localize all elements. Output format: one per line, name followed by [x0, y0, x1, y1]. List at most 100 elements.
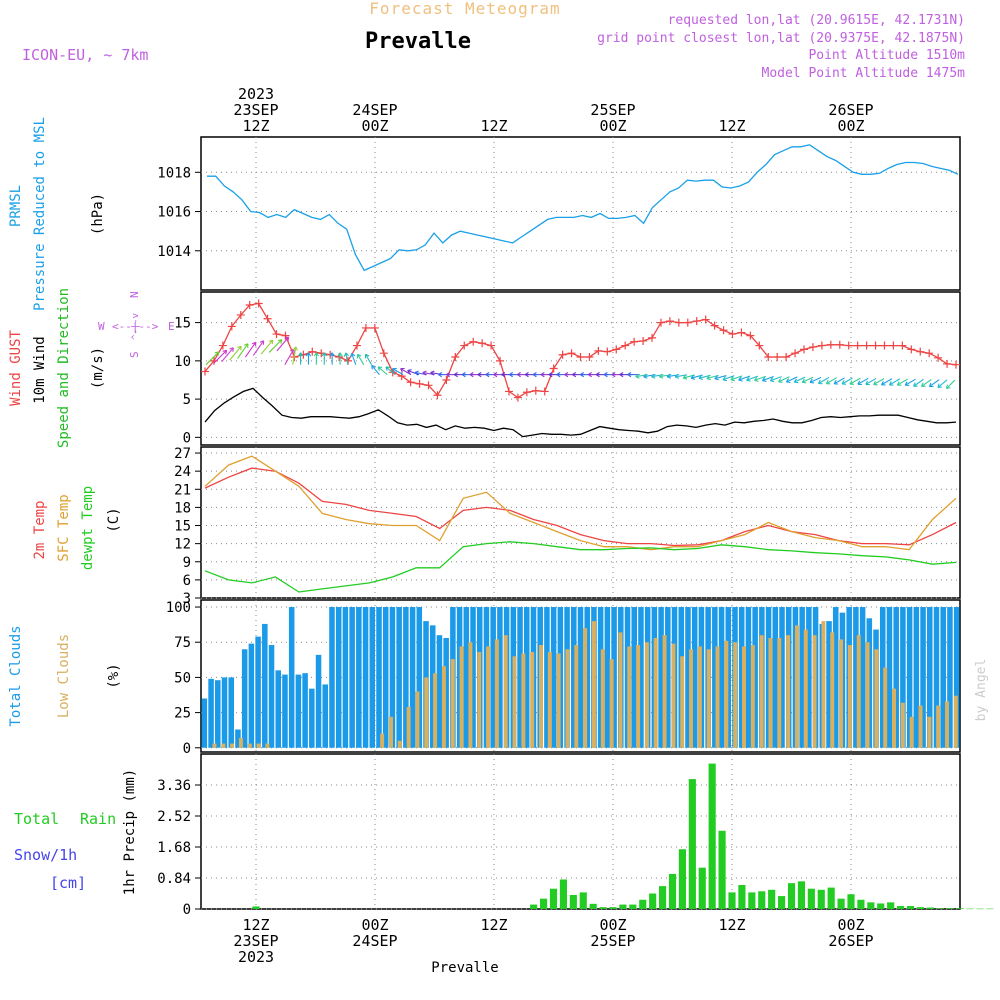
low-cloud-bar: [212, 743, 217, 748]
precip-ylabel: 1hr Precip (mm): [122, 769, 138, 895]
total-cloud-bar: [953, 607, 960, 748]
wind-direction-arrowhead: [469, 372, 474, 378]
total-cloud-bar: [859, 607, 866, 748]
gust-marker: [433, 391, 442, 400]
low-cloud-bar: [450, 659, 455, 748]
gust-marker: [308, 347, 317, 356]
wind-direction-arrowhead: [896, 381, 902, 386]
gust-marker: [871, 341, 880, 350]
low-cloud-bar: [468, 642, 473, 748]
low-cloud-bar: [883, 667, 888, 748]
temp2m-label: 2m Temp: [32, 500, 48, 559]
wind-direction-arrowhead: [738, 376, 743, 382]
total-cloud-bar: [772, 607, 779, 748]
total-cloud-bar: [403, 607, 409, 748]
wind-direction-arrowhead: [564, 372, 569, 378]
gust-marker: [603, 347, 612, 356]
low-cloud-bar: [565, 649, 570, 748]
gust-marker: [504, 387, 513, 396]
wind-tick-label: 5: [183, 392, 191, 408]
precip-rain-label: Rain: [80, 810, 116, 828]
pressure-ylabel: (hPa): [90, 193, 106, 235]
wind-direction-arrowhead: [841, 380, 847, 385]
wind-direction-arrowhead: [540, 372, 545, 378]
wind-direction-arrowhead: [548, 372, 553, 378]
low-cloud-bar: [636, 645, 641, 748]
gust-marker: [201, 367, 209, 376]
precip-bar: [678, 849, 686, 909]
precip-bar: [847, 894, 855, 909]
precip-bar: [986, 908, 994, 910]
gust-marker: [236, 310, 245, 319]
wind-direction-arrowhead: [337, 352, 343, 357]
wind-direction-arrow: [770, 376, 782, 382]
temperature-tick-label: 9: [183, 555, 191, 571]
wind-direction-arrow: [809, 376, 822, 383]
gust-marker: [245, 301, 254, 310]
credit-watermark: by Angel: [974, 659, 989, 722]
gust-marker: [692, 317, 701, 326]
total-cloud-bar: [416, 607, 423, 748]
low-cloud-bar: [644, 642, 649, 748]
low-cloud-bar: [909, 716, 914, 748]
gust-marker: [630, 337, 639, 346]
wind-direction-arrowhead: [651, 373, 656, 379]
pressure-tick-label: 1016: [157, 205, 191, 221]
total-cloud-bar: [832, 607, 839, 748]
temperature-tick-label: 27: [174, 446, 191, 462]
gust-marker: [943, 359, 952, 368]
total-cloud-bar: [920, 607, 926, 748]
low-cloud-bar: [503, 635, 508, 748]
wind-direction-arrowhead: [422, 370, 427, 376]
gust-marker: [800, 345, 809, 354]
bottom-time-label: 23SEP: [233, 932, 278, 950]
low-cloud-bar: [521, 653, 526, 748]
precip-bar: [569, 894, 577, 909]
point-altitude: Point Altitude 1510m: [808, 48, 965, 63]
bottom-time-label: 00Z: [361, 916, 388, 934]
precip-bar: [976, 908, 984, 910]
wind-direction-arrow: [937, 379, 948, 388]
gust-marker: [817, 341, 826, 350]
wind-panel: [200, 291, 961, 446]
low-cloud-bar: [715, 646, 720, 748]
precip-bar: [688, 779, 696, 909]
low-cloud-bar: [574, 645, 579, 748]
total-cloud-bar: [436, 635, 443, 748]
wind-direction-arrowhead: [888, 381, 894, 386]
gust-marker: [379, 349, 388, 358]
compass-n: N: [128, 291, 141, 298]
temperature-tick-label: 15: [174, 519, 191, 535]
low-cloud-bar: [591, 621, 596, 748]
low-cloud-bar: [733, 642, 738, 748]
wind-direction-arrowhead: [881, 380, 886, 386]
low-cloud-bar: [388, 716, 393, 748]
pressure-label-prmsl: PRMSL: [8, 185, 24, 227]
wind-direction-arrowhead: [477, 372, 482, 378]
wind-speed-line: [204, 387, 957, 438]
wind-direction-arrow: [268, 339, 283, 353]
wind-direction-arrowhead: [761, 377, 767, 382]
wind-direction-arrowhead: [350, 352, 356, 358]
wind-direction-arrowhead: [674, 373, 680, 379]
gust-marker: [585, 353, 594, 362]
gust-marker: [460, 341, 469, 350]
low-cloud-bar: [777, 638, 782, 748]
wind-direction-arrowhead: [682, 374, 688, 380]
precip-tick-label: 3.36: [157, 778, 191, 794]
gust-marker: [594, 346, 603, 355]
wind-direction-arrowhead: [706, 375, 711, 381]
precip-bar: [906, 906, 915, 909]
temp-ylabel: (C): [106, 507, 122, 532]
gust-marker: [469, 337, 478, 346]
precip-bar: [768, 889, 776, 909]
wind-direction-arrowhead: [556, 372, 561, 378]
low-cloud-bar: [803, 629, 808, 748]
low-cloud-bar: [221, 743, 226, 748]
gust-marker: [683, 318, 692, 327]
low-cloud-bar: [953, 695, 958, 748]
temperature-tick-label: 6: [183, 573, 191, 589]
total-cloud-bar: [752, 607, 758, 748]
gust-marker: [415, 379, 424, 388]
precip-bar: [599, 907, 607, 909]
